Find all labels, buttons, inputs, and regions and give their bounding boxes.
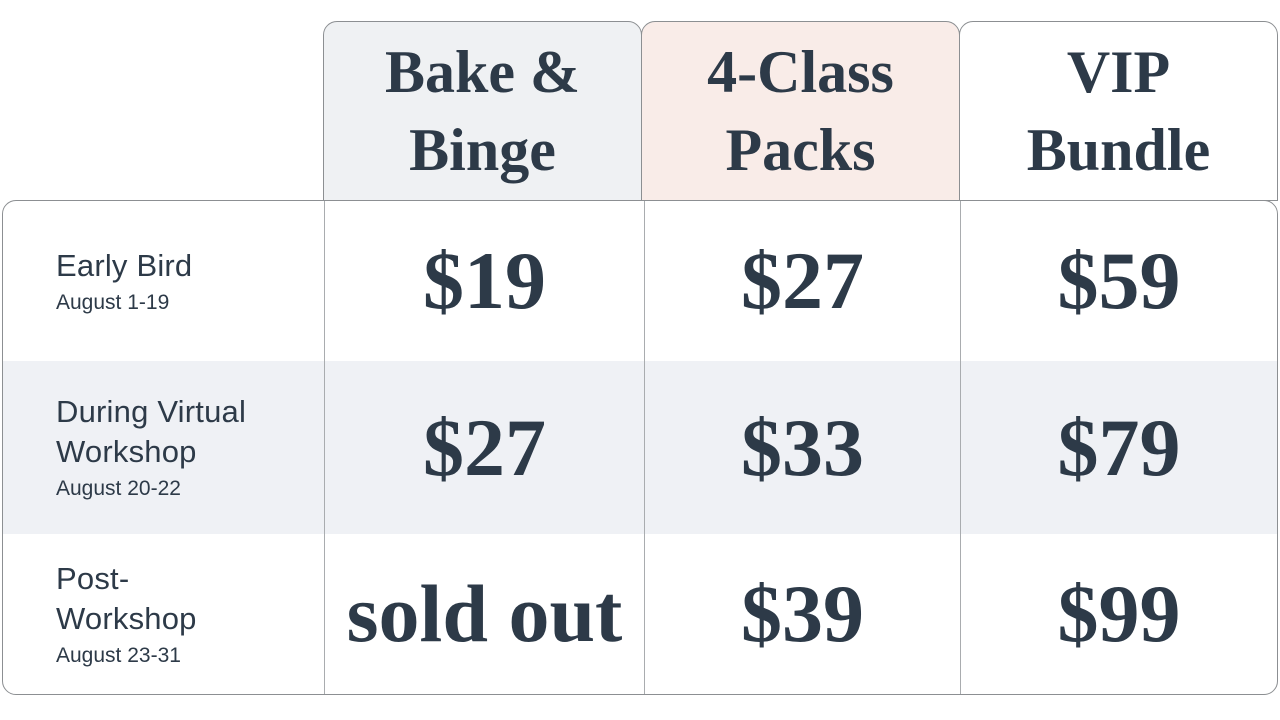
row-label-during-virtual-workshop: During Virtual Workshop August 20-22 (3, 361, 324, 534)
row-title: During Virtual (56, 394, 247, 429)
price-during-workshop-vip-bundle: $79 (960, 361, 1277, 534)
price-during-workshop-4-class-packs: $33 (644, 361, 960, 534)
row-title: Workshop (56, 600, 197, 636)
price-early-bird-vip-bundle: $59 (960, 201, 1277, 361)
price-post-workshop-bake-binge-sold-out: sold out (324, 534, 644, 694)
column-header-text: Bundle (1026, 117, 1211, 183)
column-header-text: Binge (409, 117, 556, 183)
column-header-4-class-packs: 4-Class Packs (641, 21, 960, 201)
row-title: Post- (56, 560, 130, 596)
row-title: Workshop (56, 434, 197, 469)
pricing-table-body: Early Bird August 1-19 $19 $27 $59 Durin… (2, 200, 1278, 695)
price-post-workshop-4-class-packs: $39 (644, 534, 960, 694)
row-title: Early Bird (56, 247, 193, 283)
price-post-workshop-vip-bundle: $99 (960, 534, 1277, 694)
row-label-post-workshop: Post- Workshop August 23-31 (3, 534, 324, 694)
row-dates: August 23-31 (56, 643, 181, 667)
column-header-vip-bundle: VIP Bundle (959, 21, 1278, 201)
price-early-bird-bake-binge: $19 (324, 201, 644, 361)
price-during-workshop-bake-binge: $27 (324, 361, 644, 534)
price-early-bird-4-class-packs: $27 (644, 201, 960, 361)
column-header-text: Packs (725, 117, 876, 183)
row-dates: August 20-22 (56, 477, 181, 500)
column-header-text: VIP (1066, 39, 1171, 105)
column-header-text: Bake & (385, 39, 580, 105)
column-header-bake-binge: Bake & Binge (323, 21, 642, 201)
row-label-early-bird: Early Bird August 1-19 (3, 201, 324, 361)
row-dates: August 1-19 (56, 290, 170, 314)
column-header-text: 4-Class (707, 39, 894, 105)
